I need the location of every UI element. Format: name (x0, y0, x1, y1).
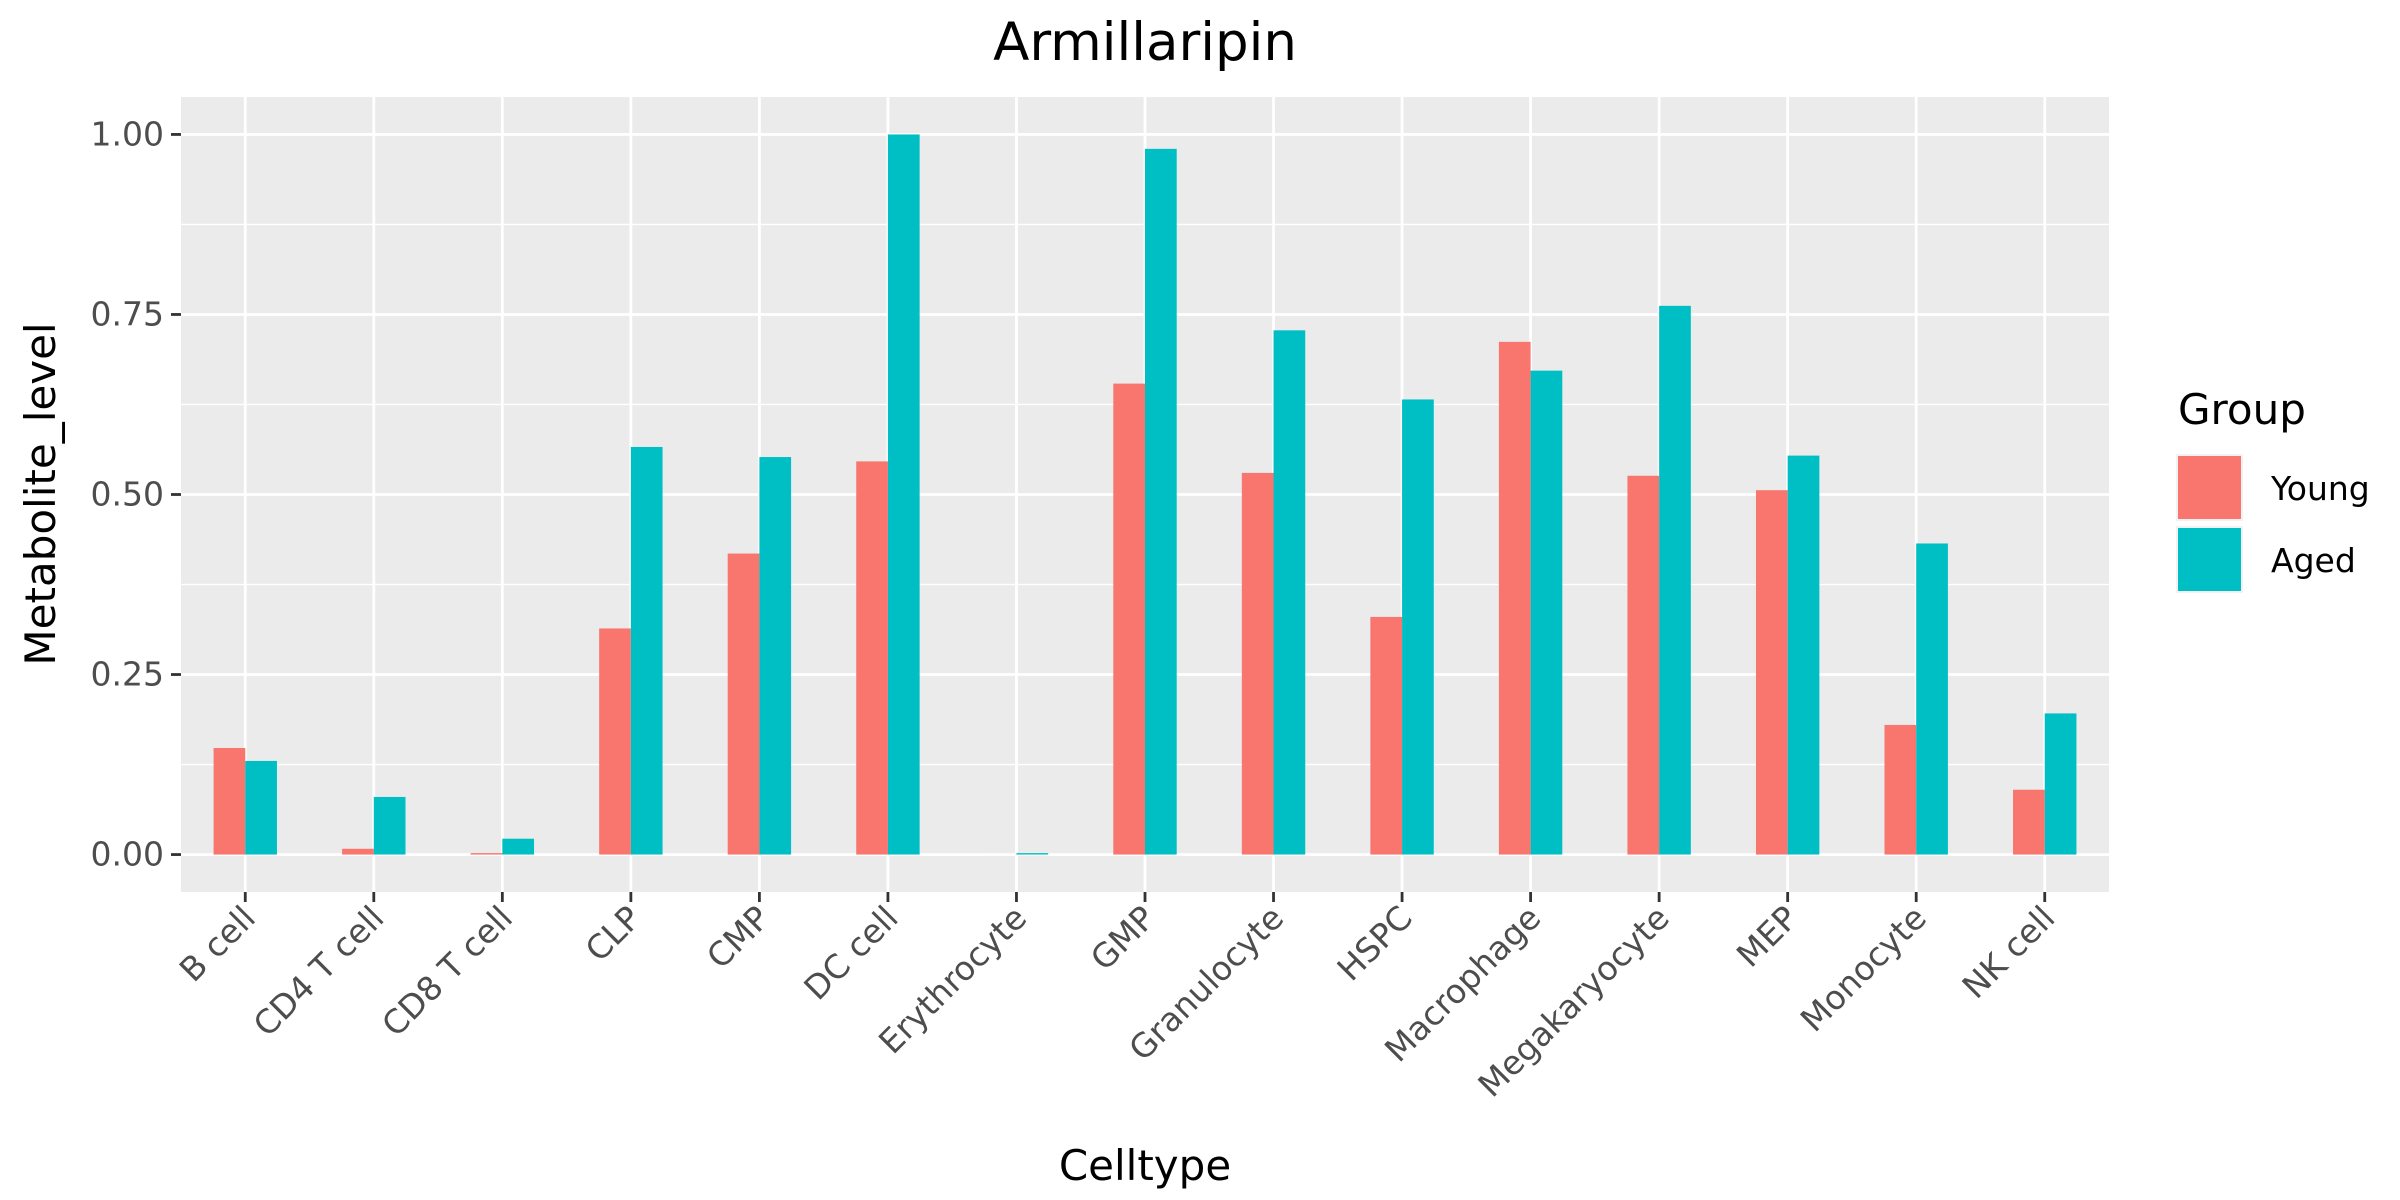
bar-aged-monocyte (1916, 543, 1948, 855)
x-tick-label: GMP (1083, 898, 1163, 978)
x-tick-label: CLP (578, 898, 649, 969)
legend-label-young: Young (2270, 469, 2370, 508)
legend-label-aged: Aged (2271, 541, 2356, 580)
bar-aged-mep (1787, 455, 1820, 855)
bar-aged-clp (630, 446, 663, 855)
x-tick-label: MEP (1729, 898, 1806, 975)
bar-aged-megakaryocyte (1659, 305, 1691, 855)
bar-young-cmp (727, 553, 760, 855)
bar-young-macrophage (1498, 341, 1531, 855)
legend: Group Young Aged (2176, 385, 2370, 593)
bar-young-cd8-t-cell (470, 853, 503, 855)
bar-aged-cd4-t-cell (373, 796, 406, 855)
legend-key-young (2178, 456, 2241, 519)
y-axis: 0.00 0.25 0.50 0.75 1.00 (91, 114, 181, 874)
bar-young-nk-cell (2013, 789, 2045, 855)
x-axis-title: Celltype (1059, 1141, 1231, 1190)
x-tick-label: Monocyte (1793, 898, 1934, 1039)
chart-title: Armillaripin (993, 12, 1297, 73)
bar-young-b-cell (213, 747, 246, 855)
bar-young-megakaryocyte (1627, 475, 1660, 855)
bar-aged-hspc (1402, 399, 1434, 855)
y-tick-label: 0.75 (91, 294, 164, 333)
y-tick-label: 0.25 (91, 655, 164, 694)
bar-aged-dc-cell (887, 134, 920, 855)
legend-title: Group (2178, 385, 2306, 434)
x-tick-label: CD8 T cell (374, 898, 520, 1044)
bar-aged-macrophage (1530, 370, 1563, 855)
bar-young-mep (1755, 490, 1788, 855)
x-tick-label: NK cell (1954, 898, 2062, 1006)
bar-young-monocyte (1884, 724, 1917, 855)
x-tick-label: HSPC (1329, 898, 1419, 988)
bar-young-cd4-t-cell (342, 848, 374, 855)
bar-aged-b-cell (245, 760, 277, 855)
bar-young-granulocyte (1241, 472, 1274, 855)
x-tick-label: CD4 T cell (246, 898, 392, 1044)
bar-young-hspc (1370, 616, 1403, 855)
legend-key-aged (2178, 528, 2241, 591)
bar-young-clp (599, 628, 631, 855)
legend-items: Young Aged (2176, 454, 2370, 593)
y-tick-label: 0.50 (91, 475, 164, 514)
y-tick-label: 0.00 (91, 835, 164, 874)
bar-aged-cmp (759, 457, 792, 855)
x-tick-label: DC cell (796, 898, 905, 1007)
bar-aged-gmp (1145, 148, 1177, 855)
bar-aged-erythrocyte (1016, 853, 1049, 855)
bars (213, 134, 2077, 855)
y-axis-title: Metabolite_level (16, 322, 65, 665)
bar-young-dc-cell (856, 461, 888, 855)
bar-aged-nk-cell (2044, 713, 2077, 855)
bar-aged-granulocyte (1273, 330, 1306, 855)
bar-aged-cd8-t-cell (502, 838, 535, 855)
bar-young-gmp (1113, 383, 1145, 855)
x-tick-label: B cell (172, 898, 263, 989)
x-tick-label: CMP (699, 898, 777, 976)
y-tick-label: 1.00 (91, 114, 164, 153)
